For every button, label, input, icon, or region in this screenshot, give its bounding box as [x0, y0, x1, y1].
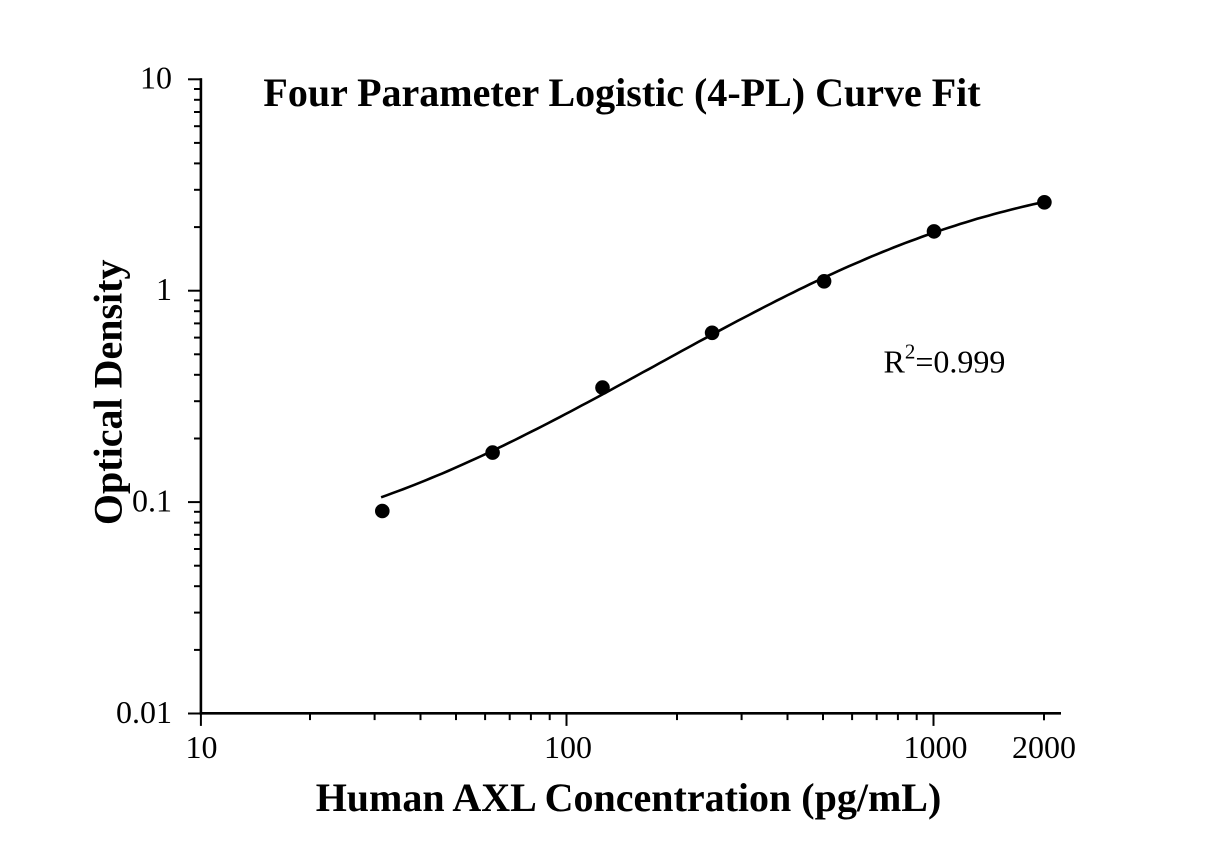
- svg-text:1: 1: [156, 271, 172, 307]
- svg-text:10: 10: [186, 729, 218, 765]
- svg-text:100: 100: [544, 729, 592, 765]
- svg-text:Human AXL Concentration (pg/mL: Human AXL Concentration (pg/mL): [316, 775, 942, 820]
- svg-text:0.1: 0.1: [132, 482, 172, 518]
- svg-text:2000: 2000: [1012, 729, 1076, 765]
- svg-text:10: 10: [140, 60, 172, 96]
- svg-text:Optical Density: Optical Density: [86, 260, 131, 526]
- svg-text:Four Parameter Logistic (4-PL): Four Parameter Logistic (4-PL) Curve Fit: [263, 70, 981, 115]
- svg-text:R2=0.999: R2=0.999: [884, 340, 1006, 380]
- svg-text:0.01: 0.01: [116, 694, 172, 730]
- svg-text:1000: 1000: [904, 729, 968, 765]
